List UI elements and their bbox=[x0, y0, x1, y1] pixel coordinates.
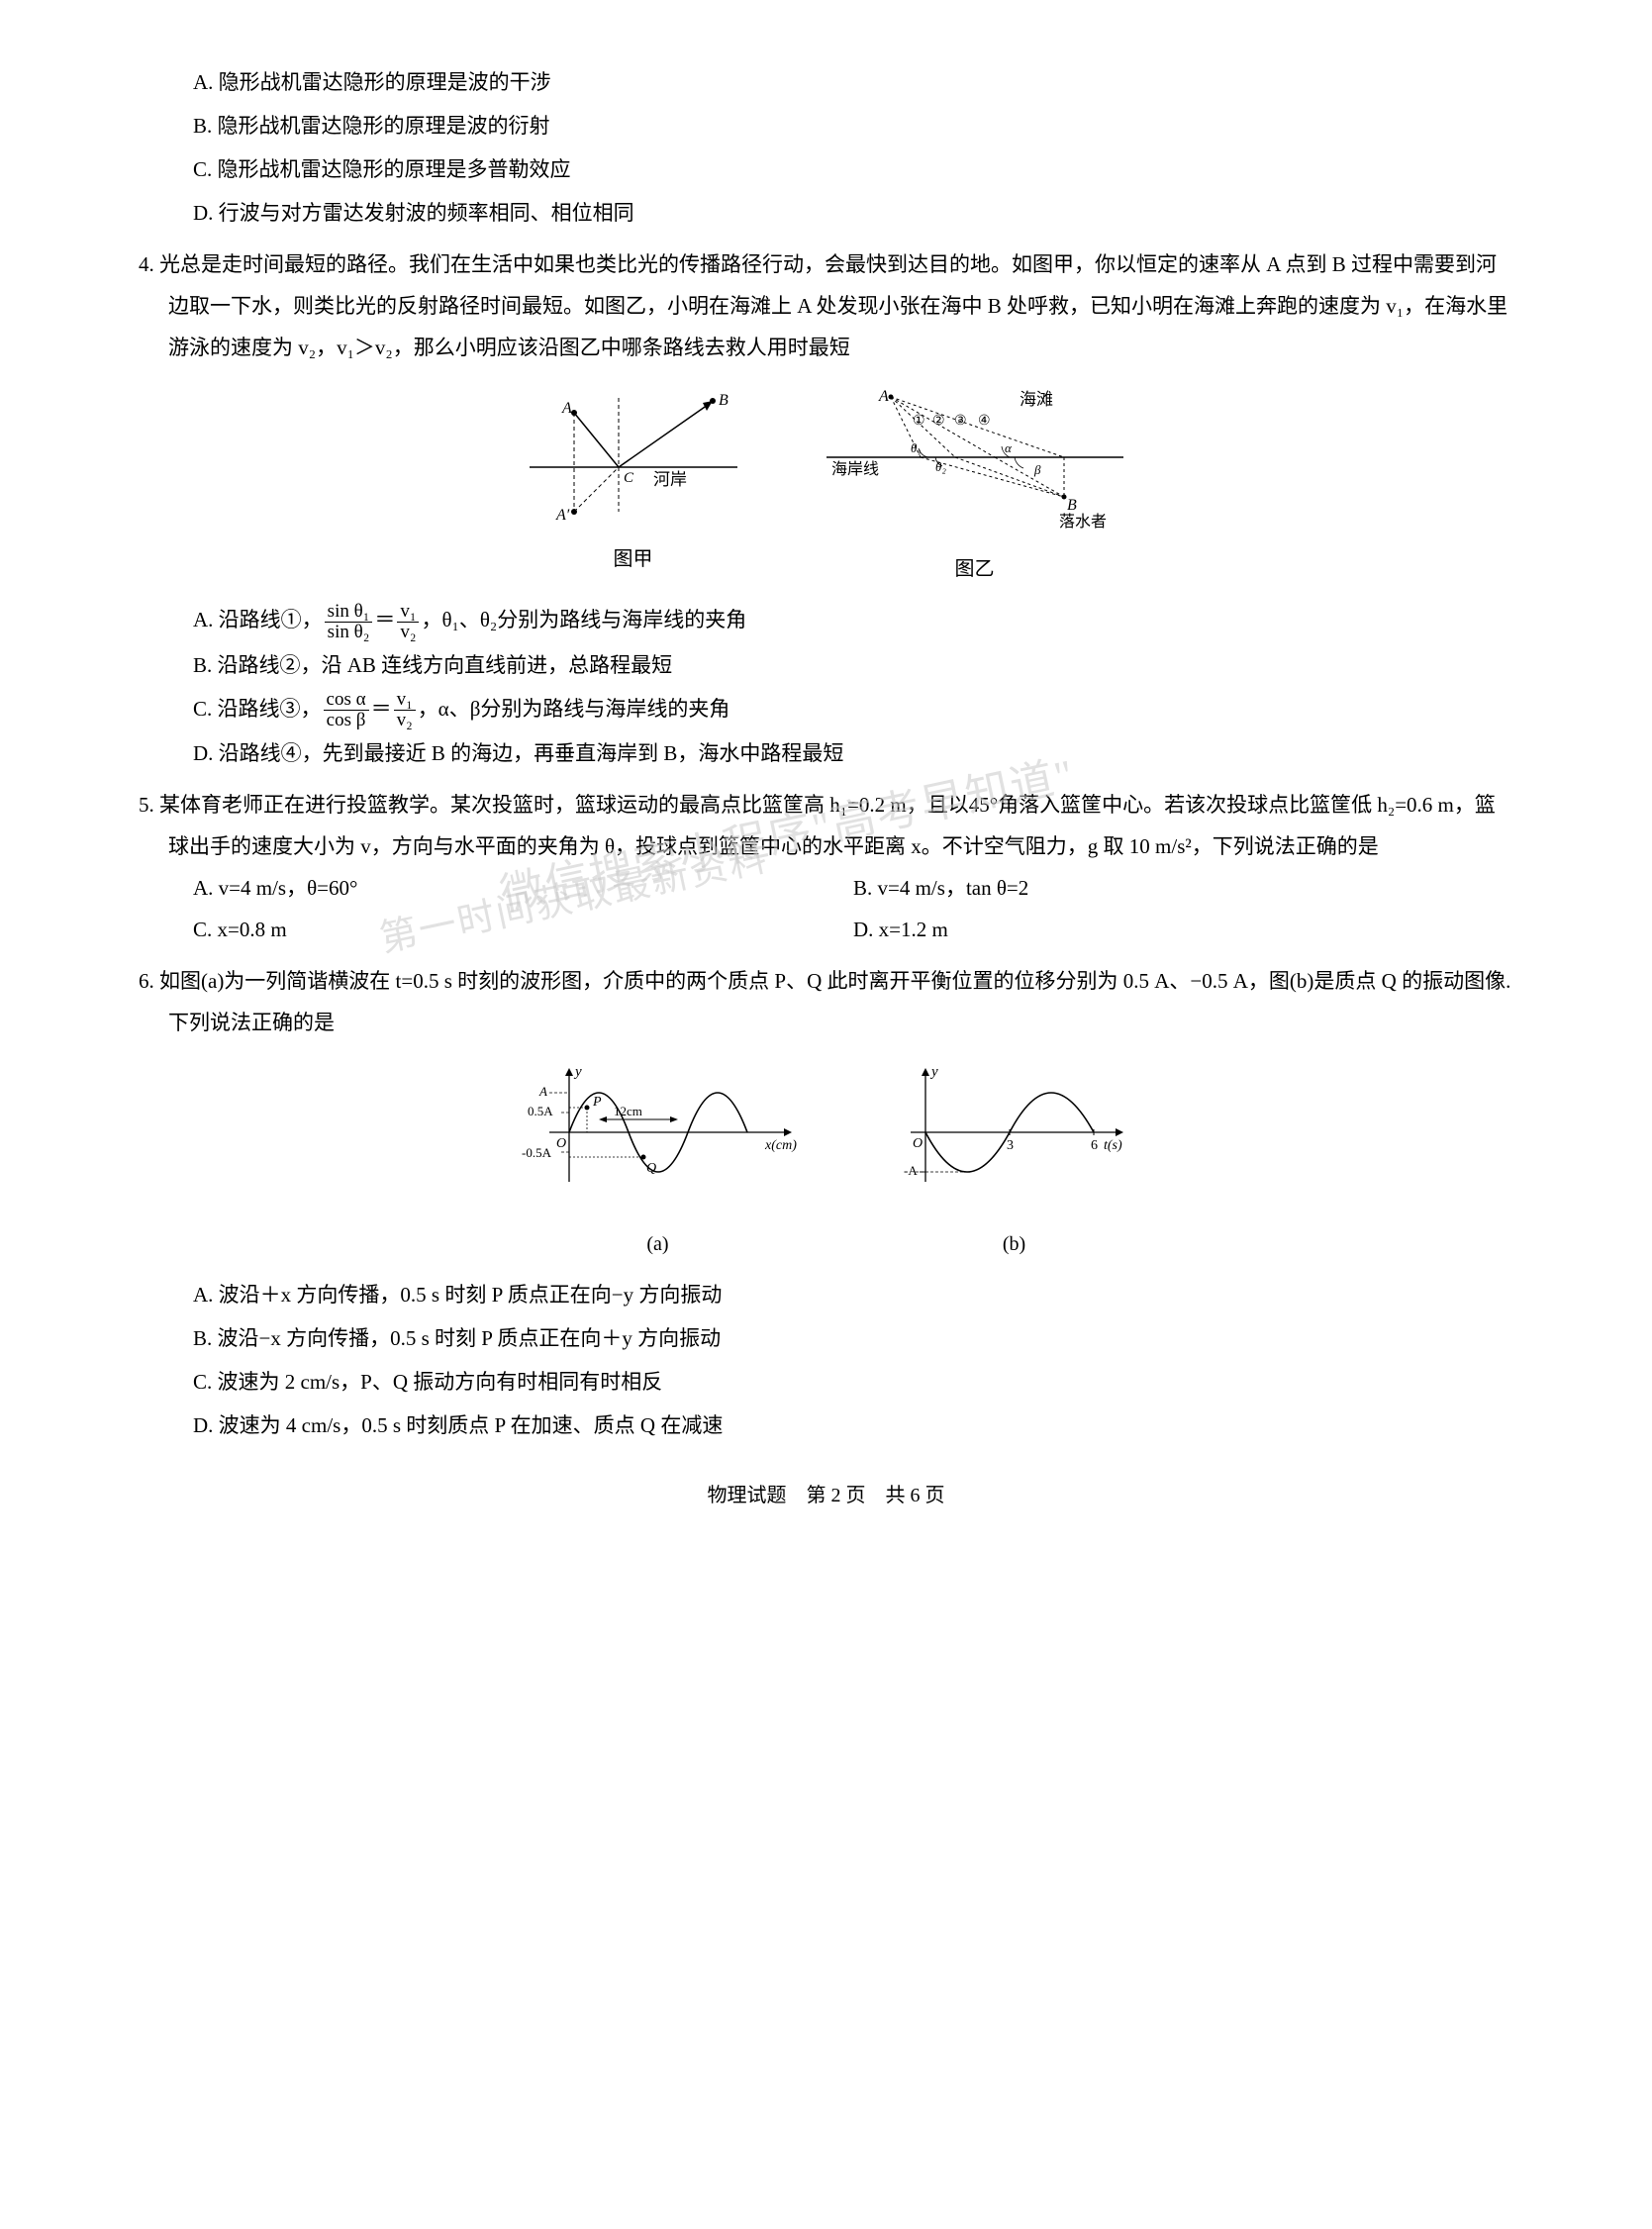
q4-stem: 光总是走时间最短的路径。我们在生活中如果也类比光的传播路径行动，会最快到达目的地… bbox=[159, 252, 1507, 359]
svg-text:3: 3 bbox=[1007, 1138, 1014, 1153]
q6-fig-b: y t(s) O -A 3 6 (b) bbox=[886, 1058, 1143, 1264]
svg-text:t(s): t(s) bbox=[1104, 1138, 1122, 1153]
q4-option-c: C. 沿路线③，cos αcos β＝v₁v₂，α、β分别为路线与海岸线的夹角 bbox=[139, 688, 1513, 731]
svg-text:④: ④ bbox=[978, 414, 991, 429]
svg-text:C: C bbox=[624, 470, 634, 486]
question-4: 4. 光总是走时间最短的路径。我们在生活中如果也类比光的传播路径行动，会最快到达… bbox=[139, 243, 1513, 774]
q4-c-frac2-num: v₁ bbox=[394, 690, 416, 711]
q4-number: 4. bbox=[139, 252, 154, 276]
q4-diagrams: A A′ B C 河岸 图甲 bbox=[139, 383, 1513, 589]
svg-text:P: P bbox=[592, 1095, 602, 1110]
q5-option-d: D. x=1.2 m bbox=[853, 909, 1513, 950]
svg-text:Q: Q bbox=[646, 1161, 656, 1176]
q6-fig-a-label: (a) bbox=[510, 1224, 807, 1264]
svg-text:x(cm): x(cm) bbox=[764, 1138, 797, 1153]
q4-a-frac2-den: v₂ bbox=[397, 623, 419, 642]
svg-text:②: ② bbox=[932, 414, 945, 429]
q4-fig-jia-label: 图甲 bbox=[525, 539, 742, 579]
q4-a-eq: ＝ bbox=[374, 608, 395, 631]
svg-text:-0.5A: -0.5A bbox=[522, 1145, 552, 1160]
q4-a-frac2-num: v₁ bbox=[397, 602, 419, 623]
svg-text:A′: A′ bbox=[555, 507, 570, 522]
svg-text:α: α bbox=[1005, 440, 1013, 455]
q5-option-c: C. x=0.8 m bbox=[193, 909, 853, 950]
q3-option-a: A. 隐形战机雷达隐形的原理是波的干涉 bbox=[139, 61, 1513, 103]
q6-number: 6. bbox=[139, 969, 154, 993]
q3-option-c: C. 隐形战机雷达隐形的原理是多普勒效应 bbox=[139, 148, 1513, 190]
q4-a-frac1-den: sin θ₂ bbox=[325, 623, 373, 642]
q4-fig-yi-label: 图乙 bbox=[822, 549, 1128, 589]
q4-c-post: ，α、β分别为路线与海岸线的夹角 bbox=[418, 697, 730, 721]
svg-text:B: B bbox=[1067, 497, 1077, 514]
svg-text:β: β bbox=[1033, 462, 1041, 477]
q4-a-pre: A. 沿路线①， bbox=[193, 608, 323, 631]
page-footer: 物理试题 第 2 页 共 6 页 bbox=[139, 1476, 1513, 1515]
q6-diagrams: y x(cm) O A 0.5A -0.5A P Q bbox=[139, 1058, 1513, 1264]
q4-a-frac1-num: sin θ₁ bbox=[325, 602, 373, 623]
q6-option-b: B. 波沿−x 方向传播，0.5 s 时刻 P 质点正在向＋y 方向振动 bbox=[139, 1317, 1513, 1359]
svg-text:①: ① bbox=[913, 414, 925, 429]
svg-text:海岸线: 海岸线 bbox=[831, 460, 879, 478]
q4-option-d: D. 沿路线④，先到最接近 B 的海边，再垂直海岸到 B，海水中路程最短 bbox=[139, 732, 1513, 774]
svg-text:y: y bbox=[929, 1064, 938, 1080]
q4-c-frac1-num: cos α bbox=[324, 690, 369, 711]
svg-text:A: A bbox=[561, 400, 572, 417]
svg-text:河岸: 河岸 bbox=[653, 470, 687, 489]
q6-option-d: D. 波速为 4 cm/s，0.5 s 时刻质点 P 在加速、质点 Q 在减速 bbox=[139, 1405, 1513, 1446]
svg-text:③: ③ bbox=[954, 414, 967, 429]
q4-a-post: ，θ₁、θ₂分别为路线与海岸线的夹角 bbox=[421, 608, 746, 631]
q5-option-a: A. v=4 m/s，θ=60° bbox=[193, 867, 853, 909]
q5-number: 5. bbox=[139, 793, 154, 817]
svg-text:O: O bbox=[913, 1136, 923, 1151]
svg-text:6: 6 bbox=[1091, 1138, 1098, 1153]
q4-fig-jia: A A′ B C 河岸 图甲 bbox=[525, 383, 742, 589]
q6-fig-a: y x(cm) O A 0.5A -0.5A P Q bbox=[510, 1058, 807, 1264]
q6-option-a: A. 波沿＋x 方向传播，0.5 s 时刻 P 质点正在向−y 方向振动 bbox=[139, 1274, 1513, 1315]
svg-text:A: A bbox=[878, 388, 889, 405]
q4-c-eq: ＝ bbox=[371, 697, 392, 721]
svg-text:0.5A: 0.5A bbox=[528, 1104, 553, 1118]
svg-text:O: O bbox=[556, 1136, 566, 1151]
svg-text:y: y bbox=[573, 1064, 582, 1080]
q4-option-b: B. 沿路线②，沿 AB 连线方向直线前进，总路程最短 bbox=[139, 644, 1513, 686]
svg-text:12cm: 12cm bbox=[614, 1104, 642, 1118]
svg-text:海滩: 海滩 bbox=[1020, 390, 1053, 409]
q4-c-frac1-den: cos β bbox=[324, 711, 369, 730]
q5-option-b: B. v=4 m/s，tan θ=2 bbox=[853, 867, 1513, 909]
question-6: 6. 如图(a)为一列简谐横波在 t=0.5 s 时刻的波形图，介质中的两个质点… bbox=[139, 960, 1513, 1446]
question-5: 5. 某体育老师正在进行投篮教学。某次投篮时，篮球运动的最高点比篮筐高 h₁=0… bbox=[139, 784, 1513, 950]
q3-option-b: B. 隐形战机雷达隐形的原理是波的衍射 bbox=[139, 105, 1513, 146]
svg-text:-A: -A bbox=[904, 1163, 918, 1178]
q6-option-c: C. 波速为 2 cm/s，P、Q 振动方向有时相同有时相反 bbox=[139, 1361, 1513, 1403]
q4-c-frac2-den: v₂ bbox=[394, 711, 416, 730]
q4-fig-yi: A B 海滩 海岸线 落水者 ① bbox=[822, 383, 1128, 589]
q4-c-pre: C. 沿路线③， bbox=[193, 697, 322, 721]
q6-fig-b-label: (b) bbox=[886, 1224, 1143, 1264]
q4-option-a: A. 沿路线①，sin θ₁sin θ₂＝v₁v₂，θ₁、θ₂分别为路线与海岸线… bbox=[139, 599, 1513, 642]
svg-text:B: B bbox=[719, 392, 729, 409]
q5-stem: 某体育老师正在进行投篮教学。某次投篮时，篮球运动的最高点比篮筐高 h₁=0.2 … bbox=[159, 793, 1496, 858]
svg-text:落水者: 落水者 bbox=[1059, 513, 1107, 531]
q6-stem: 如图(a)为一列简谐横波在 t=0.5 s 时刻的波形图，介质中的两个质点 P、… bbox=[159, 969, 1510, 1034]
q3-option-d: D. 行波与对方雷达发射波的频率相同、相位相同 bbox=[139, 192, 1513, 234]
svg-text:A: A bbox=[538, 1084, 547, 1099]
svg-text:θ₁: θ₁ bbox=[911, 440, 922, 455]
